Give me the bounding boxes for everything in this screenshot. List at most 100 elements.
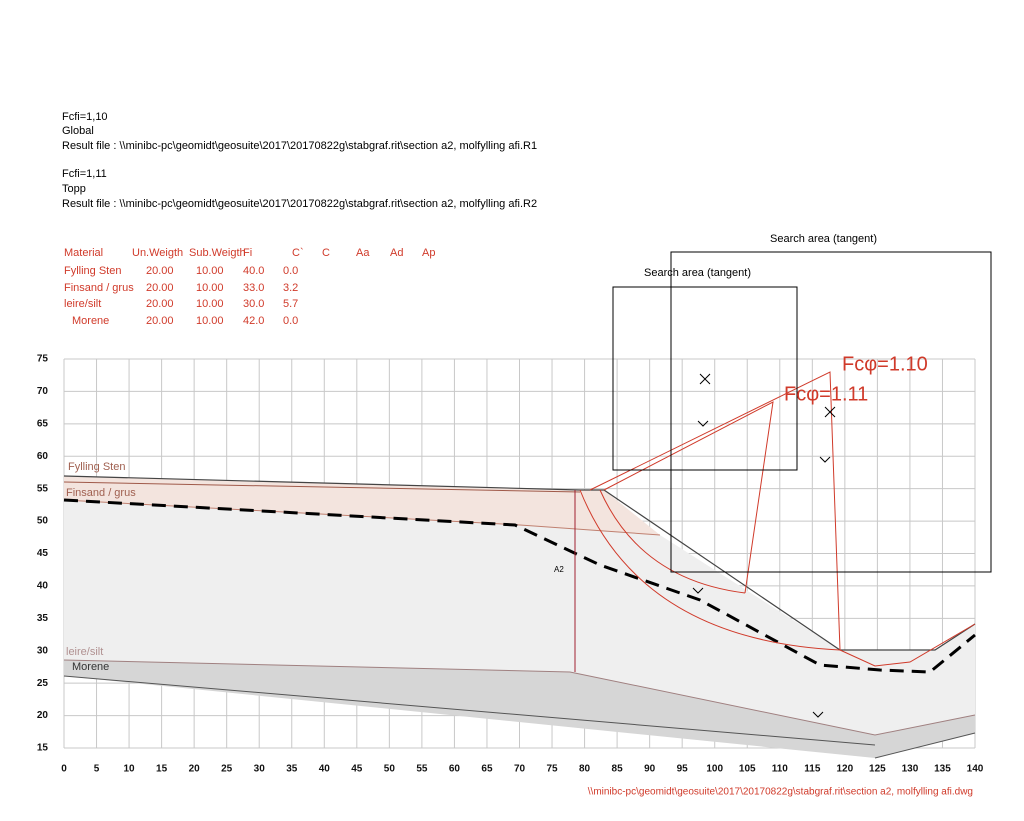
column-header: Un.Weigth	[132, 247, 183, 259]
search-area-small	[612, 286, 798, 471]
slip-circle-topp	[599, 489, 746, 594]
x-tick-label: 80	[579, 764, 591, 775]
material-value: 0.0	[283, 315, 298, 327]
x-tick-label: 20	[189, 764, 201, 775]
material-value: 42.0	[243, 315, 264, 327]
material-name: Finsand / grus	[64, 282, 134, 294]
column-header: Sub.Weigth	[189, 247, 246, 259]
x-tick-label: 15	[156, 764, 168, 775]
factor: Fcfi=1,10	[62, 111, 108, 123]
result-file: Result file : \\minibc-pc\geomidt\geosui…	[62, 140, 537, 152]
y-tick-label: 40	[37, 581, 49, 592]
y-tick-label: 70	[37, 386, 49, 397]
factor-label: Fcφ=1.10	[842, 353, 928, 375]
ground-surface	[63, 475, 976, 651]
section-label: A2	[554, 565, 564, 574]
morene-bottom	[63, 675, 876, 746]
material-value: 10.00	[196, 265, 224, 277]
water-table	[63, 498, 976, 674]
x-tick-label: 40	[319, 764, 331, 775]
tangent-marks	[692, 420, 831, 718]
layer-label: Morene	[72, 661, 109, 673]
x-tick-label: 135	[934, 764, 951, 775]
x-tick-label: 120	[837, 764, 854, 775]
search-area-label: Search area (tangent)	[644, 267, 751, 279]
y-tick-label: 55	[37, 483, 49, 494]
centre-marks	[699, 373, 836, 418]
x-tick-label: 10	[124, 764, 136, 775]
column-header: Fi	[243, 247, 252, 259]
material-value: 10.00	[196, 298, 224, 310]
material-name: Morene	[72, 315, 109, 327]
x-tick-label: 100	[706, 764, 723, 775]
x-tick-label: 65	[481, 764, 493, 775]
material-value: 0.0	[283, 265, 298, 277]
column-header: C	[322, 247, 330, 259]
x-tick-label: 55	[416, 764, 428, 775]
y-tick-label: 35	[37, 613, 49, 624]
x-tick-label: 75	[546, 764, 558, 775]
y-tick-label: 65	[37, 418, 49, 429]
radius-global	[589, 371, 841, 651]
y-tick-label: 15	[37, 743, 49, 754]
material-value: 20.00	[146, 265, 174, 277]
y-tick-label: 60	[37, 451, 49, 462]
material-value: 20.00	[146, 315, 174, 327]
morene-layer	[64, 660, 975, 758]
x-tick-label: 45	[351, 764, 363, 775]
material-value: 20.00	[146, 298, 174, 310]
layer-label: Finsand / grus	[66, 487, 136, 499]
search-area-large	[670, 251, 992, 573]
material-value: 10.00	[196, 315, 224, 327]
layer-label: leire/silt	[66, 646, 103, 658]
result-file: Result file : \\minibc-pc\geomidt\geosui…	[62, 198, 537, 210]
x-tick-label: 110	[772, 764, 789, 775]
material-value: 30.0	[243, 298, 264, 310]
material-name: Fylling Sten	[64, 265, 121, 277]
column-header: Material	[64, 247, 103, 259]
column-header: Aa	[356, 247, 370, 259]
material-value: 33.0	[243, 282, 264, 294]
analysis-name: Global	[62, 125, 94, 137]
slip-circle-global	[579, 489, 841, 651]
x-tick-label: 5	[94, 764, 100, 775]
layer-label: Fylling Sten	[68, 461, 125, 473]
x-tick-label: 70	[514, 764, 526, 775]
y-tick-label: 25	[37, 678, 49, 689]
column-header: Ad	[390, 247, 403, 259]
morene-top	[63, 659, 976, 736]
material-value: 10.00	[196, 282, 224, 294]
radius-topp	[603, 401, 774, 594]
x-tick-label: 130	[902, 764, 919, 775]
finsand-boundary	[63, 499, 661, 536]
bedrock	[874, 732, 976, 759]
x-tick-label: 35	[286, 764, 298, 775]
factor: Fcfi=1,11	[62, 168, 107, 180]
y-tick-label: 75	[37, 354, 49, 365]
search-area-label: Search area (tangent)	[770, 233, 877, 245]
valley-line	[839, 623, 976, 667]
fylling-boundary	[63, 481, 581, 493]
column-header: C`	[292, 247, 304, 259]
x-tick-label: 50	[384, 764, 396, 775]
y-tick-label: 50	[37, 516, 49, 527]
y-tick-label: 20	[37, 710, 49, 721]
x-tick-label: 25	[221, 764, 233, 775]
material-name: leire/silt	[64, 298, 101, 310]
x-tick-label: 85	[612, 764, 624, 775]
footer-file: \\minibc-pc\geomidt\geosuite\2017\201708…	[588, 787, 973, 798]
x-tick-label: 115	[804, 764, 821, 775]
leire-layer	[64, 500, 975, 735]
x-tick-label: 125	[869, 764, 886, 775]
y-tick-label: 30	[37, 645, 49, 656]
x-tick-label: 140	[967, 764, 984, 775]
x-tick-label: 0	[61, 764, 67, 775]
x-tick-label: 90	[644, 764, 656, 775]
x-tick-label: 105	[739, 764, 756, 775]
column-header: Ap	[422, 247, 435, 259]
material-value: 20.00	[146, 282, 174, 294]
x-tick-label: 95	[677, 764, 689, 775]
